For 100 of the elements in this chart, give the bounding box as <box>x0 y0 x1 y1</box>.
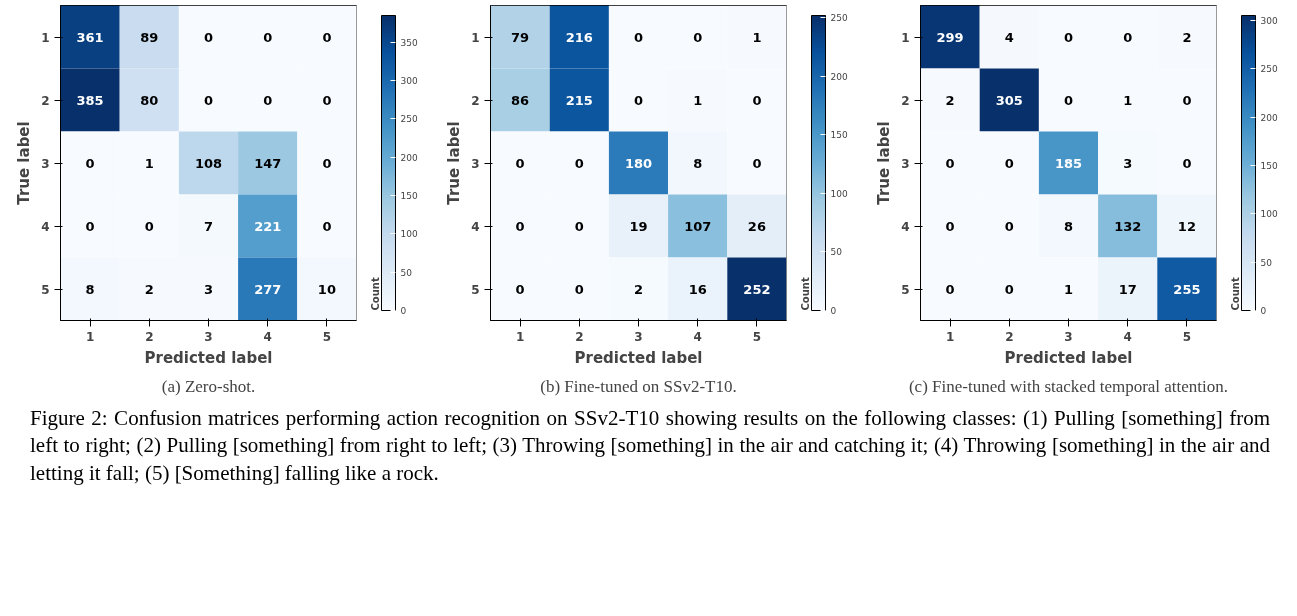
color-bar-label: 200 <box>830 71 848 82</box>
data-label: 180 <box>624 155 653 171</box>
data-label: 299 <box>936 29 964 45</box>
data-label: 0 <box>203 29 214 45</box>
y-tick-label: 2 <box>41 93 50 108</box>
data-label: 0 <box>633 92 644 108</box>
data-label: 0 <box>85 155 95 171</box>
x-tick-label: 4 <box>693 329 702 344</box>
color-bar-label: 200 <box>1260 112 1278 123</box>
x-tick-label: 3 <box>1064 329 1073 344</box>
text: (a) Zero-shot. <box>161 376 256 396</box>
color-bar-label: 300 <box>400 76 418 87</box>
color-bar-label: 100 <box>830 188 848 199</box>
color-bar-label: 250 <box>1260 64 1278 75</box>
x-tick-label: 5 <box>752 329 762 344</box>
data-label: 1 <box>144 155 154 171</box>
y-tick-label: 4 <box>901 219 910 234</box>
data-label: 305 <box>995 92 1023 108</box>
x-tick-label: 5 <box>1182 329 1192 344</box>
x-tick-label: 2 <box>1005 329 1014 344</box>
color-bar-title: Count <box>1229 277 1241 311</box>
data-label: 4 <box>1004 29 1014 45</box>
color-bar-label: 200 <box>400 152 418 163</box>
data-label: 0 <box>752 155 762 171</box>
color-bar-title: Count <box>799 277 811 311</box>
data-label: 252 <box>743 281 771 297</box>
y-tick-label: 3 <box>471 156 480 171</box>
y-tick-label: 2 <box>901 93 910 108</box>
data-label: 0 <box>322 155 332 171</box>
color-bar-title: Count <box>369 277 381 311</box>
color-bar-label: 250 <box>400 114 418 125</box>
data-label: 19 <box>629 218 648 234</box>
data-label: 1 <box>1063 281 1074 297</box>
y-tick-label: 1 <box>471 30 480 45</box>
data-label: 8 <box>693 155 703 171</box>
y-tick-label: 5 <box>901 282 910 297</box>
color-bar-label: 150 <box>1260 160 1278 171</box>
data-label: 0 <box>1004 155 1014 171</box>
x-axis-title: Predicted label <box>144 348 273 367</box>
y-axis-title: True label <box>445 121 464 205</box>
x-tick-label: 3 <box>634 329 643 344</box>
data-label: 0 <box>574 218 584 234</box>
data-label: 86 <box>511 92 530 108</box>
color-bar-label: 250 <box>830 13 848 24</box>
data-label: 1 <box>693 92 703 108</box>
text: (b) Fine-tuned on SSv2-T10. <box>540 376 737 396</box>
y-tick-label: 5 <box>471 282 480 297</box>
color-bar-label: 150 <box>400 191 418 202</box>
data-label: 277 <box>254 281 282 297</box>
data-label: 26 <box>747 218 766 234</box>
y-axis-title: True label <box>15 121 34 205</box>
data-label: 0 <box>633 29 644 45</box>
data-label: 2 <box>633 281 644 297</box>
data-label: 89 <box>140 29 159 45</box>
y-tick-label: 5 <box>41 282 50 297</box>
data-label: 0 <box>693 29 703 45</box>
data-label: 0 <box>1063 29 1074 45</box>
data-label: 0 <box>752 92 762 108</box>
data-label: 0 <box>263 29 273 45</box>
color-bar-label: 0 <box>1260 306 1267 316</box>
data-label: 0 <box>945 281 955 297</box>
x-tick-label: 4 <box>1123 329 1132 344</box>
data-label: 0 <box>263 92 273 108</box>
data-label: 1 <box>1123 92 1133 108</box>
data-label: 0 <box>1123 29 1133 45</box>
data-label: 2 <box>945 92 955 108</box>
data-label: 0 <box>574 281 584 297</box>
data-label: 147 <box>254 155 282 171</box>
data-label: 361 <box>76 29 104 45</box>
color-bar-label: 150 <box>830 130 848 141</box>
data-label: 3 <box>203 281 214 297</box>
data-label: 107 <box>684 218 712 234</box>
data-label: 385 <box>76 92 104 108</box>
y-tick-label: 3 <box>901 156 910 171</box>
data-label: 108 <box>194 155 223 171</box>
x-tick-label: 2 <box>145 329 154 344</box>
text: (c) Fine-tuned with stacked temporal attention. <box>908 376 1229 396</box>
data-label: 0 <box>1182 92 1192 108</box>
data-label: 0 <box>515 155 525 171</box>
data-label: 255 <box>1173 281 1201 297</box>
data-label: 1 <box>752 29 762 45</box>
y-axis-title: True label <box>875 121 894 205</box>
color-bar-label: 300 <box>1260 15 1278 26</box>
data-label: 0 <box>1004 281 1014 297</box>
data-label: 0 <box>322 218 332 234</box>
color-bar-label: 100 <box>1260 209 1278 220</box>
data-label: 2 <box>1182 29 1192 45</box>
data-label: 8 <box>1063 218 1074 234</box>
data-label: 0 <box>515 218 525 234</box>
x-tick-label: 1 <box>85 329 95 344</box>
data-label: 0 <box>203 92 214 108</box>
data-label: 0 <box>945 155 955 171</box>
data-label: 0 <box>85 218 95 234</box>
data-label: 132 <box>1114 218 1142 234</box>
data-label: 185 <box>1054 155 1083 171</box>
data-label: 10 <box>317 281 336 297</box>
color-bar-label: 100 <box>400 229 418 240</box>
x-axis-title: Predicted label <box>1004 348 1133 367</box>
data-label: 7 <box>203 218 214 234</box>
data-label: 80 <box>140 92 159 108</box>
